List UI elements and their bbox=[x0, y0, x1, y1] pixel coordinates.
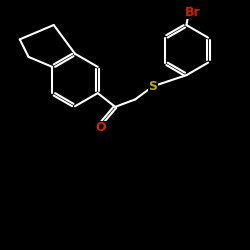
Text: O: O bbox=[96, 121, 106, 134]
Text: Br: Br bbox=[185, 6, 200, 19]
Text: S: S bbox=[148, 80, 157, 93]
